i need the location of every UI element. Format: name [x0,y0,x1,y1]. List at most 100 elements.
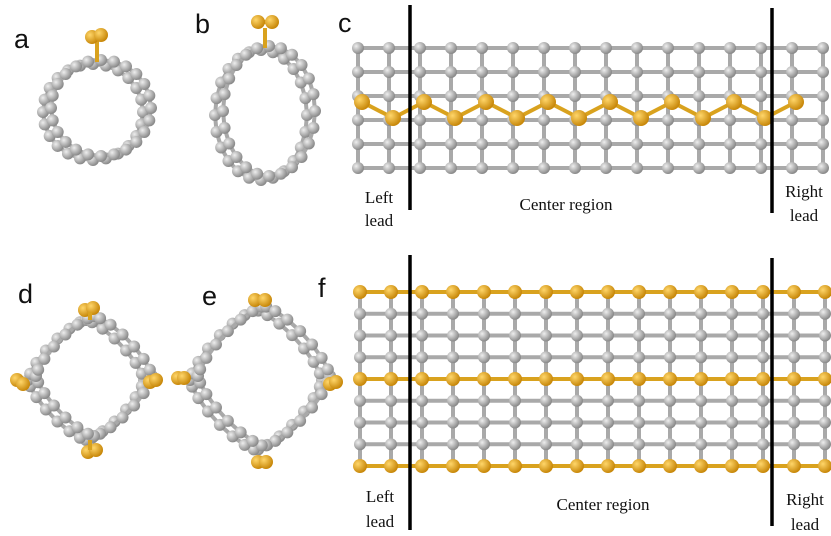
carbon-atom [602,438,614,450]
carbon-atom [757,438,769,450]
carbon-atom [664,417,676,429]
carbon-atom [383,138,395,150]
carbon-atom [602,330,614,342]
carbon-atom [633,417,645,429]
carbon-atom [354,351,366,363]
carbon-atom [352,162,364,174]
carbon-atom [724,66,736,78]
gold-atom [353,459,367,473]
carbon-atom [47,114,59,126]
carbon-atom [755,138,767,150]
carbon-atom [71,319,83,331]
carbon-atom [819,351,831,363]
carbon-atom [755,90,767,102]
carbon-atom [352,138,364,150]
carbon-atom [786,66,798,78]
carbon-atom [200,352,212,364]
carbon-atom [788,330,800,342]
gold-atom [818,372,831,386]
carbon-atom [788,417,800,429]
carbon-atom [416,308,428,320]
carbon-atom [269,305,281,317]
region-label: lead [365,211,394,230]
page: a b c d e f Left lead Center region Righ… [0,0,831,536]
carbon-atom [633,308,645,320]
carbon-atom [478,308,490,320]
carbon-atom [633,395,645,407]
carbon-atom [757,417,769,429]
carbon-atom [354,308,366,320]
carbon-atom [540,395,552,407]
carbon-atom [385,417,397,429]
carbon-atom [354,417,366,429]
gold-atom [633,110,649,126]
atoms [10,15,831,473]
carbon-atom [309,105,321,117]
gold-atom [756,372,770,386]
gold-atom [415,459,429,473]
carbon-atom [600,114,612,126]
carbon-atom [217,105,229,117]
gold-atom [539,285,553,299]
carbon-atom [447,351,459,363]
region-label: Center region [557,495,650,514]
carbon-atom [662,138,674,150]
region-label: Center region [520,195,613,214]
carbon-atom [476,114,488,126]
carbon-atom [693,162,705,174]
carbon-atom [569,42,581,54]
carbon-atom [414,66,426,78]
carbon-atom [219,88,231,100]
carbon-atom [82,56,94,68]
carbon-atom [724,138,736,150]
carbon-atom [383,90,395,102]
carbon-atom [240,161,252,173]
carbon-atom [757,308,769,320]
gold-atom [385,110,401,126]
gold-atom [601,285,615,299]
carbon-atom [385,351,397,363]
carbon-atom [383,42,395,54]
carbon-atom [70,144,82,156]
gold-atom [539,459,553,473]
carbon-atom [571,438,583,450]
gold-atom [354,94,370,110]
carbon-atom [695,308,707,320]
carbon-atom [569,138,581,150]
carbon-atom [47,90,59,102]
carbon-atom [819,395,831,407]
carbon-atom [219,122,231,134]
carbon-atom [631,162,643,174]
carbon-atom [788,351,800,363]
gold-atom [258,293,272,307]
carbon-atom [602,308,614,320]
carbon-atom [414,42,426,54]
carbon-atom [664,438,676,450]
carbon-atom [316,352,328,364]
gold-atom [508,372,522,386]
region-label: Left [366,487,395,506]
carbon-atom [352,114,364,126]
carbon-atom [819,330,831,342]
carbon-atom [509,417,521,429]
gold-atom [788,94,804,110]
gold-atom [353,372,367,386]
carbon-atom [538,138,550,150]
carbon-atom [664,395,676,407]
gold-atom [477,372,491,386]
gold-atom [818,285,831,299]
carbon-atom [222,415,234,427]
gold-atom [384,459,398,473]
carbon-atom [117,329,129,341]
carbon-atom [138,126,150,138]
carbon-atom [662,114,674,126]
gold-atom [94,28,108,42]
carbon-atom [70,60,82,72]
carbon-atom [48,340,60,352]
region-label: Left [365,188,394,207]
gold-atom [601,372,615,386]
region-label: Right [786,490,824,509]
carbon-atom [128,340,140,352]
carbon-atom [45,102,57,114]
gold-atom [695,110,711,126]
